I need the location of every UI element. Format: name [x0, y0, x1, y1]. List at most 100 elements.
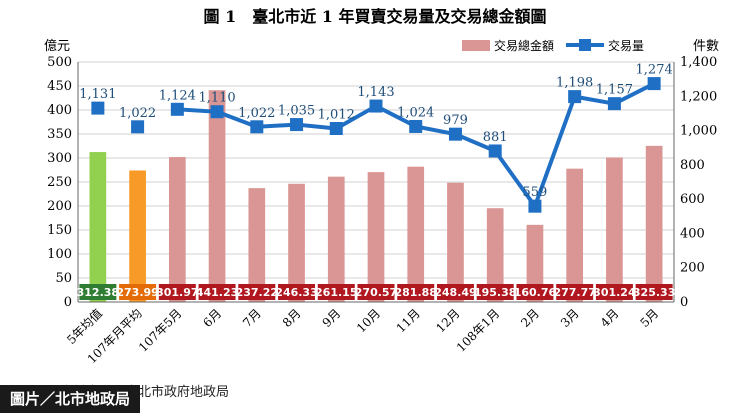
bar	[367, 172, 385, 302]
left-tick-label: 500	[47, 55, 72, 70]
line-data-label: 1,198	[556, 76, 593, 91]
line-marker	[647, 77, 661, 91]
bar	[606, 157, 623, 302]
bar-value-box	[476, 284, 514, 300]
left-tick-label: 300	[47, 151, 72, 166]
bar-value-label: 301.97	[156, 286, 198, 299]
bar-value-label: 246.33	[275, 286, 317, 299]
x-tick-label: 5年均值	[64, 306, 105, 347]
left-tick-label: 350	[47, 127, 72, 142]
right-tick-label: 1,400	[680, 55, 717, 70]
bar-value-box	[635, 284, 673, 300]
line-data-label: 1,157	[596, 83, 633, 98]
line-data-label: 1,124	[159, 88, 196, 103]
left-tick-label: 150	[47, 223, 72, 238]
line-data-label: 1,012	[318, 108, 355, 123]
legend: 交易總金額 交易量	[462, 38, 644, 53]
bar-value-box	[278, 284, 316, 300]
line-data-label: 559	[523, 185, 548, 200]
bar-value-label: 312.38	[77, 286, 119, 299]
x-tick-label: 3月	[558, 306, 582, 330]
bar	[526, 224, 544, 302]
bar-value-label: 277.77	[553, 286, 595, 299]
bar	[486, 208, 504, 302]
line-marker	[528, 199, 542, 213]
left-tick-label: 450	[47, 79, 72, 94]
line-marker	[290, 118, 304, 132]
legend-bar-swatch	[462, 40, 490, 51]
left-tick-label: 250	[47, 175, 72, 190]
right-tick-label: 800	[680, 158, 705, 173]
x-tick-label: 107年5月	[136, 306, 184, 354]
bar-value-box	[436, 284, 474, 300]
bar-value-label: 270.57	[355, 286, 397, 299]
line-data-label: 881	[483, 130, 508, 145]
left-tick-label: 0	[64, 295, 72, 310]
line-marker	[329, 122, 343, 136]
bar-value-box	[556, 284, 594, 300]
line-marker	[409, 119, 423, 133]
line-data-label: 1,110	[198, 91, 235, 106]
bar-value-label: 273.99	[116, 286, 158, 299]
left-tick-label: 50	[55, 271, 72, 286]
bar-value-box	[397, 284, 435, 300]
bar-value-box	[158, 284, 196, 300]
x-tick-label: 108年1月	[454, 306, 502, 354]
axes: 0 50 100 150 200 250 300 350 400 450 500 0 200 400 600…	[47, 55, 717, 310]
x-tick-label: 12月	[433, 306, 462, 335]
bar-value-box	[595, 284, 633, 300]
x-tick-label: 4月	[598, 306, 622, 330]
line-marker	[369, 99, 383, 113]
bar-value-box	[238, 284, 276, 300]
bar-value-box	[79, 284, 117, 300]
left-tick-label: 200	[47, 199, 72, 214]
bar-value-labels: 312.38273.99301.97441.23237.22246.33261.…	[77, 284, 675, 300]
right-tick-label: 0	[680, 295, 688, 310]
left-axis-label: 億元	[44, 38, 70, 54]
bar	[327, 176, 345, 302]
bar-value-label: 281.88	[395, 286, 437, 299]
line-data-label: 1,024	[397, 105, 434, 120]
right-tick-label: 1,000	[680, 124, 717, 139]
x-tick-label: 2月	[518, 306, 542, 330]
line-marker	[210, 105, 224, 119]
bar	[407, 166, 425, 302]
bar-value-box	[119, 284, 157, 300]
right-tick-label: 200	[680, 261, 705, 276]
bar	[208, 90, 226, 303]
line-data-label: 1,131	[79, 87, 116, 102]
bar-value-box	[516, 284, 554, 300]
bar	[168, 157, 186, 302]
bar	[566, 168, 584, 302]
line-marker	[250, 120, 264, 134]
x-tick-label: 11月	[394, 306, 423, 335]
bar-value-label: 237.22	[236, 286, 278, 299]
x-tick-label: 9月	[320, 306, 344, 330]
line-data-label: 1,022	[119, 106, 156, 121]
left-tick-label: 100	[47, 247, 72, 262]
legend-bar-label: 交易總金額	[494, 38, 554, 53]
line-marker	[91, 101, 105, 115]
bar-value-label: 441.23	[196, 286, 238, 299]
bar-value-label: 325.33	[633, 286, 675, 299]
line-marker	[488, 144, 502, 158]
bar	[89, 152, 107, 302]
bar-series	[89, 90, 663, 303]
bar-value-label: 160.76	[514, 286, 557, 299]
line-data-label: 979	[443, 113, 468, 128]
x-tick-label: 5月	[637, 306, 661, 330]
line-marker	[568, 90, 582, 104]
line-data-label: 1,022	[238, 106, 275, 121]
bar	[288, 183, 305, 302]
bar-value-box	[198, 284, 236, 300]
bar-value-box	[317, 284, 355, 300]
line-data-label: 1,035	[278, 104, 315, 119]
line-data-label: 1,143	[357, 85, 394, 100]
right-tick-label: 1,200	[680, 89, 717, 104]
bar-value-label: 261.15	[315, 286, 357, 299]
left-tick-label: 400	[47, 103, 72, 118]
line-data-label: 1,274	[636, 63, 673, 78]
